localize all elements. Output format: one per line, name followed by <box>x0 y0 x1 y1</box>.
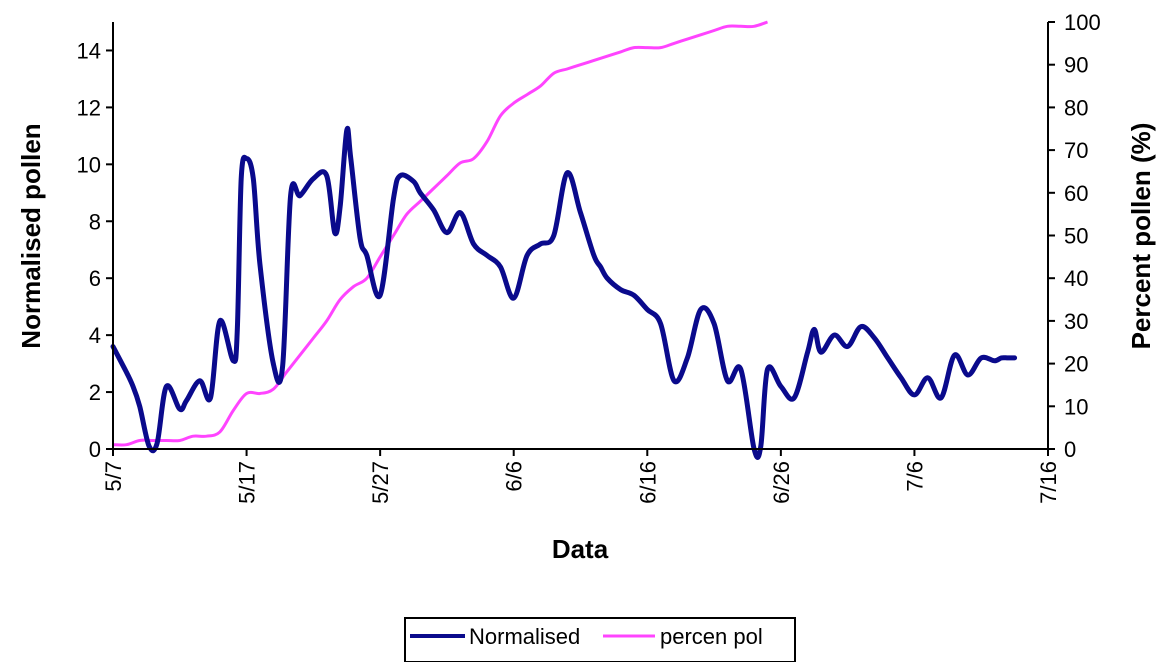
x-tick-label: 6/6 <box>502 461 527 492</box>
y-left-tick-label: 4 <box>89 323 101 348</box>
x-tick-label: 5/17 <box>235 461 260 504</box>
legend-box <box>404 617 796 662</box>
y-right-tick-label: 100 <box>1064 10 1101 35</box>
y-right-tick-label: 30 <box>1064 309 1088 334</box>
x-tick-label: 5/7 <box>101 461 126 492</box>
y-right-tick-label: 40 <box>1064 266 1088 291</box>
x-tick-label: 7/16 <box>1036 461 1061 504</box>
y-left-tick-label: 12 <box>77 95 101 120</box>
x-tick-label: 6/16 <box>635 461 660 504</box>
legend-label-percent: percen pol <box>660 624 763 649</box>
y-axis-right-title: Percent pollen (%) <box>1126 123 1156 350</box>
series-line-percen-pol <box>112 20 768 447</box>
x-tick-label: 7/6 <box>902 461 927 492</box>
y-right-tick-label: 70 <box>1064 138 1088 163</box>
y-left-tick-label: 0 <box>89 437 101 462</box>
series-line-normalised <box>110 125 1018 460</box>
y-right-tick-label: 60 <box>1064 181 1088 206</box>
y-axis-left-title: Normalised pollen <box>16 123 46 348</box>
y-left-tick-label: 14 <box>77 38 101 63</box>
axes: 0 2 4 6 8 10 12 14 0 10 20 30 40 50 60 70 80 90 100 5/7 5/17… <box>77 10 1101 504</box>
x-tick-label: 5/27 <box>368 461 393 504</box>
x-axis-title: Data <box>552 534 609 564</box>
y-right-tick-label: 80 <box>1064 95 1088 120</box>
y-right-tick-label: 90 <box>1064 53 1088 78</box>
y-right-tick-label: 50 <box>1064 224 1088 249</box>
y-left-tick-label: 8 <box>89 209 101 234</box>
plot-area <box>110 20 1018 460</box>
y-left-tick-label: 6 <box>89 266 101 291</box>
legend: Normalised percen pol <box>404 617 796 662</box>
y-left-tick-label: 10 <box>77 152 101 177</box>
x-tick-label: 6/26 <box>769 461 794 504</box>
legend-label-normalised: Normalised <box>469 624 580 649</box>
y-right-tick-label: 0 <box>1064 437 1076 462</box>
y-right-tick-label: 10 <box>1064 394 1088 419</box>
y-right-tick-label: 20 <box>1064 352 1088 377</box>
y-left-tick-label: 2 <box>89 380 101 405</box>
